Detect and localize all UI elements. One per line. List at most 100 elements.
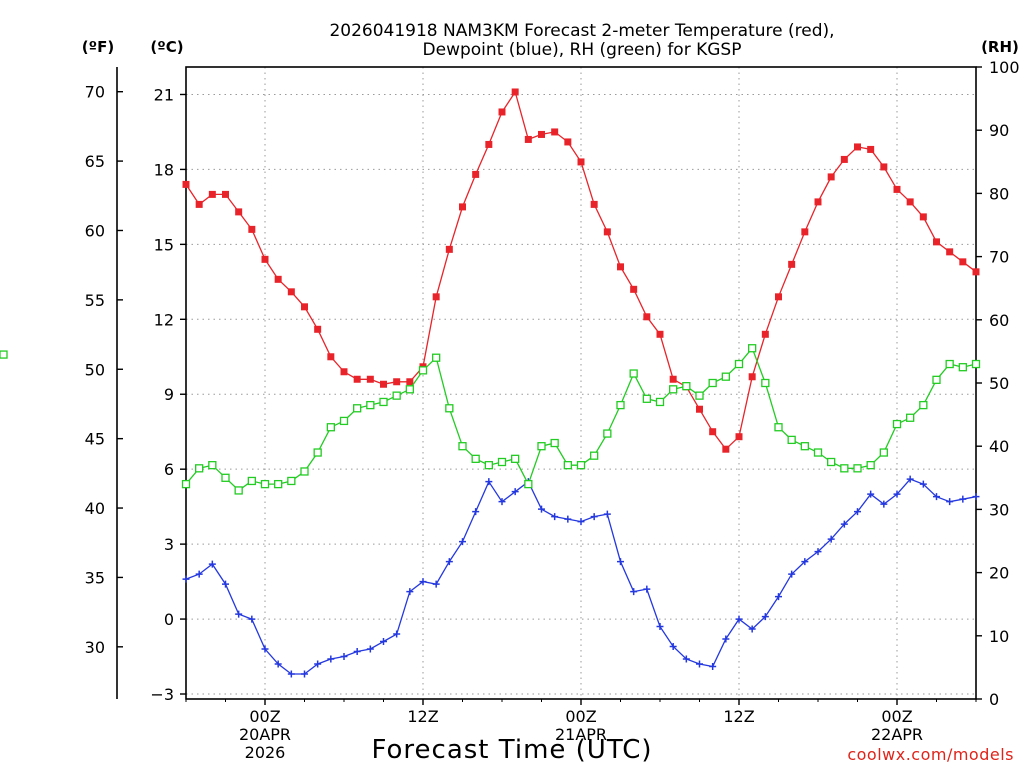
temperature-point: [643, 313, 651, 321]
temperature-point: [327, 353, 335, 361]
temperature-point: [182, 180, 190, 188]
dewpoint-point: [748, 625, 756, 633]
temperature-point: [261, 255, 269, 263]
dewpoint-point: [603, 510, 611, 518]
fahrenheit-unit-label: (ºF): [82, 38, 114, 56]
dewpoint-point: [630, 588, 638, 596]
fahrenheit-tick-label: 50: [85, 360, 105, 379]
fahrenheit-tick-label: 30: [85, 638, 105, 657]
rh-tick-label: 100: [989, 58, 1020, 77]
temperature-point: [432, 293, 440, 301]
temperature-point: [551, 128, 559, 136]
rh-point: [787, 435, 796, 445]
dewpoint-point: [840, 520, 848, 528]
dewpoint-point: [590, 513, 598, 521]
temperature-point: [946, 248, 954, 256]
temperature-point: [248, 225, 256, 233]
temperature-point: [538, 130, 545, 138]
celsius-unit-label: (ºC): [150, 38, 183, 56]
fahrenheit-tick-label: 45: [85, 430, 105, 449]
rh-point: [853, 464, 862, 473]
fahrenheit-tick-label: 55: [85, 291, 105, 310]
dewpoint-point: [761, 613, 769, 621]
temperature-point: [353, 375, 361, 383]
rh-point: [932, 375, 941, 384]
temperature-point: [827, 173, 835, 181]
temperature-point: [511, 88, 519, 96]
dewpoint-point: [366, 645, 374, 653]
rh-point: [484, 461, 493, 470]
dewpoint-point: [682, 655, 690, 663]
dewpoint-point: [485, 478, 493, 486]
temperature-point: [933, 238, 940, 246]
fahrenheit-tick-label: 35: [85, 568, 105, 587]
dewpoint-point: [538, 505, 545, 513]
dewpoint-point: [564, 515, 572, 523]
temperature-point: [867, 145, 875, 153]
credit-text: coolwx.com/models: [847, 745, 1014, 764]
rh-point: [774, 423, 783, 432]
rh-point: [800, 442, 809, 451]
temperature-point: [208, 190, 216, 198]
rh-point: [0, 350, 8, 359]
x-tick-label: 22APR: [871, 725, 923, 744]
rh-point: [669, 385, 678, 394]
temperature-point: [959, 258, 967, 266]
rh-unit-label: (RH): [981, 38, 1019, 56]
rh-tick-label: 0: [989, 690, 999, 709]
temperature-point: [524, 135, 532, 143]
y-axes: −3 0 3 6 9 12 15 18 21 30 35 40 45 50 55 60 65 70 0 10 20 30 4…: [85, 58, 1020, 709]
temperature-point: [314, 325, 322, 333]
temperature-point: [222, 190, 229, 198]
rh-point: [339, 416, 349, 426]
rh-point: [300, 467, 309, 476]
celsius-tick-label: 6: [164, 460, 174, 479]
dewpoint-point: [208, 560, 216, 568]
rh-point: [616, 400, 625, 410]
dewpoint-point: [393, 630, 401, 638]
x-axis-title: Forecast Time (UTC): [371, 735, 652, 765]
dewpoint-point: [854, 508, 861, 516]
rh-point: [366, 400, 375, 410]
dewpoint-point: [946, 498, 954, 506]
temperature-point: [854, 143, 861, 151]
rh-tick-label: 80: [989, 184, 1009, 203]
celsius-tick-label: 0: [164, 610, 174, 629]
rh-point: [642, 394, 651, 403]
temperature-point: [301, 303, 308, 311]
rh-point: [682, 382, 691, 391]
rh-tick-label: 30: [989, 500, 1009, 519]
rh-point: [892, 419, 902, 429]
dewpoint-point: [867, 490, 875, 498]
rh-point: [958, 363, 967, 372]
temperature-point: [287, 288, 295, 296]
dewpoint-point: [919, 480, 927, 488]
dewpoint-point: [498, 498, 506, 506]
dewpoint-point: [735, 615, 743, 623]
x-tick-label: 12Z: [407, 707, 438, 726]
rh-point: [432, 353, 441, 362]
rh-point: [445, 404, 454, 413]
temperature-point: [274, 275, 282, 283]
dewpoint-point: [972, 493, 980, 501]
rh-point: [761, 378, 770, 388]
temperature-point: [564, 138, 572, 146]
rh-point: [471, 454, 480, 463]
rh-point: [418, 366, 428, 375]
temperature-point: [617, 263, 624, 271]
dewpoint-point: [301, 670, 308, 678]
dewpoint-point: [551, 513, 559, 521]
temperature-point: [880, 163, 888, 171]
temperature-point: [696, 405, 703, 413]
dewpoint-point: [511, 488, 519, 496]
celsius-tick-label: 12: [154, 310, 174, 329]
rh-point: [866, 461, 875, 470]
temperature-point: [380, 380, 387, 388]
dewpoint-point: [827, 535, 835, 543]
dewpoint-point: [195, 570, 203, 578]
dewpoint-point: [406, 588, 414, 596]
rh-point: [287, 476, 296, 486]
rh-point: [550, 438, 559, 448]
